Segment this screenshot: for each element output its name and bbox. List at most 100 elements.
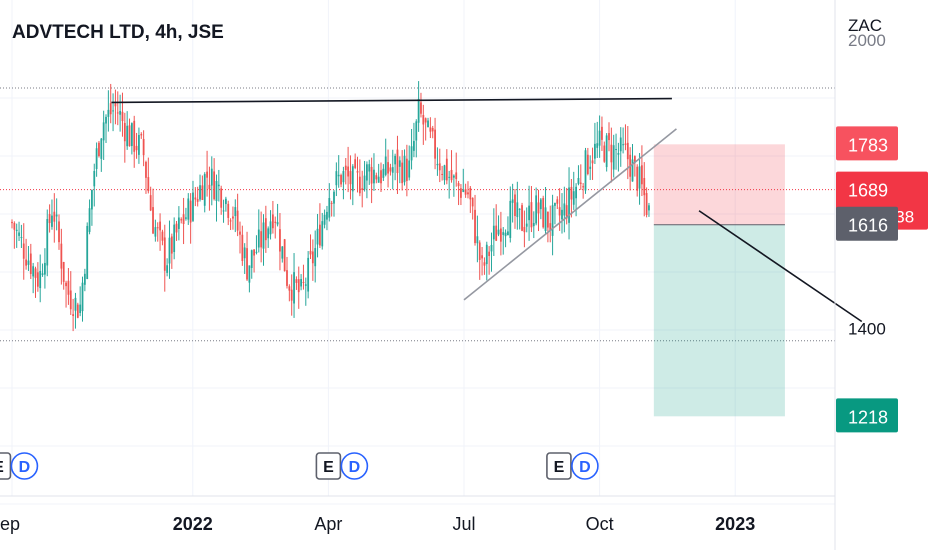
candle-body	[15, 229, 18, 232]
time-tick-label: 2023	[715, 514, 755, 534]
candle-body	[293, 272, 295, 304]
candle-body	[601, 126, 603, 140]
candle-body	[83, 273, 86, 285]
candle-body	[535, 195, 538, 224]
candle-body	[41, 273, 44, 275]
candle-body	[349, 171, 352, 185]
candle-body	[53, 211, 56, 222]
grid	[0, 0, 835, 505]
earnings-icon	[315, 452, 342, 480]
stop-badge-bg	[836, 126, 898, 161]
entry-badge: 1616	[836, 206, 898, 241]
candle-body	[276, 222, 279, 225]
candle-body	[436, 163, 439, 166]
candle-body	[619, 137, 622, 152]
candle-body	[175, 223, 178, 233]
candle-body	[537, 202, 540, 214]
candle-body	[624, 143, 627, 145]
candle-body	[626, 142, 629, 160]
candle-body	[424, 118, 427, 123]
candle-body	[241, 234, 244, 262]
candle-body	[603, 145, 606, 162]
candle-body	[79, 304, 82, 314]
candle-body	[483, 262, 486, 266]
candle-body	[492, 225, 495, 240]
last-price-value: 1689	[848, 181, 888, 201]
candle-body	[55, 214, 58, 217]
target-badge: 1218	[836, 398, 898, 433]
candle-body	[166, 265, 169, 273]
candle-body	[596, 143, 599, 148]
candle-body	[286, 270, 288, 286]
candle-body	[311, 251, 314, 264]
candle-body	[279, 229, 281, 252]
candle-body	[159, 221, 161, 231]
candle-body	[347, 166, 350, 177]
candle-body	[91, 189, 93, 210]
candle-body	[234, 207, 237, 217]
time-tick-label: ep	[0, 514, 20, 534]
candle-body	[622, 144, 625, 146]
price-tick-label: 1400	[848, 320, 886, 339]
candle-body	[126, 125, 129, 147]
earnings-event[interactable]: ED	[0, 452, 39, 480]
candle-body	[300, 279, 302, 287]
candle-body	[509, 200, 512, 238]
candle-body	[373, 169, 375, 184]
candle-body	[330, 202, 333, 204]
candle-body	[546, 211, 549, 228]
candle-body	[67, 280, 70, 295]
candle-body	[368, 164, 371, 172]
candle-body	[74, 297, 77, 311]
candle-body	[22, 243, 25, 259]
candle-body	[530, 202, 533, 228]
candle-body	[507, 231, 509, 236]
candle-body	[201, 185, 204, 200]
candle-body	[32, 266, 35, 277]
candle-body	[514, 194, 516, 217]
candle-body	[27, 260, 30, 265]
candle-body	[356, 171, 359, 173]
candle-body	[93, 170, 96, 187]
candle-body	[420, 102, 422, 114]
candle-body	[319, 224, 321, 246]
candle-body	[605, 135, 608, 168]
candle-body	[185, 217, 187, 219]
candle-body	[121, 111, 124, 122]
candle-body	[220, 188, 223, 208]
candle-body	[401, 162, 404, 184]
candle-body	[431, 128, 434, 132]
candle-body	[380, 170, 382, 184]
candle-body	[516, 202, 519, 218]
candle-body	[62, 262, 65, 282]
dividend-icon	[571, 452, 599, 480]
candle-body	[243, 247, 246, 259]
time-tick-label: Oct	[586, 514, 614, 534]
candle-body	[297, 279, 300, 293]
candle-body	[633, 156, 636, 163]
price-tick-label: 2000	[848, 31, 886, 50]
candle-body	[76, 304, 79, 318]
candle-body	[615, 149, 617, 151]
candle-body	[65, 282, 67, 287]
candle-body	[133, 120, 136, 152]
candle-body	[25, 259, 28, 266]
candle-body	[572, 191, 575, 205]
candle-body	[384, 156, 387, 175]
candle-body	[271, 214, 274, 229]
candle-body	[485, 244, 488, 265]
candle-body	[457, 183, 460, 187]
candle-body	[511, 199, 514, 203]
candle-body	[206, 171, 208, 178]
earnings-icon	[0, 452, 12, 480]
candle-body	[474, 209, 476, 244]
entry-badge-value: 1616	[848, 216, 888, 236]
candle-body	[98, 142, 100, 157]
earnings-events: ED ED ED	[0, 452, 599, 480]
candle-body	[283, 239, 286, 272]
candle-body	[382, 168, 385, 178]
candle-body	[499, 228, 502, 242]
